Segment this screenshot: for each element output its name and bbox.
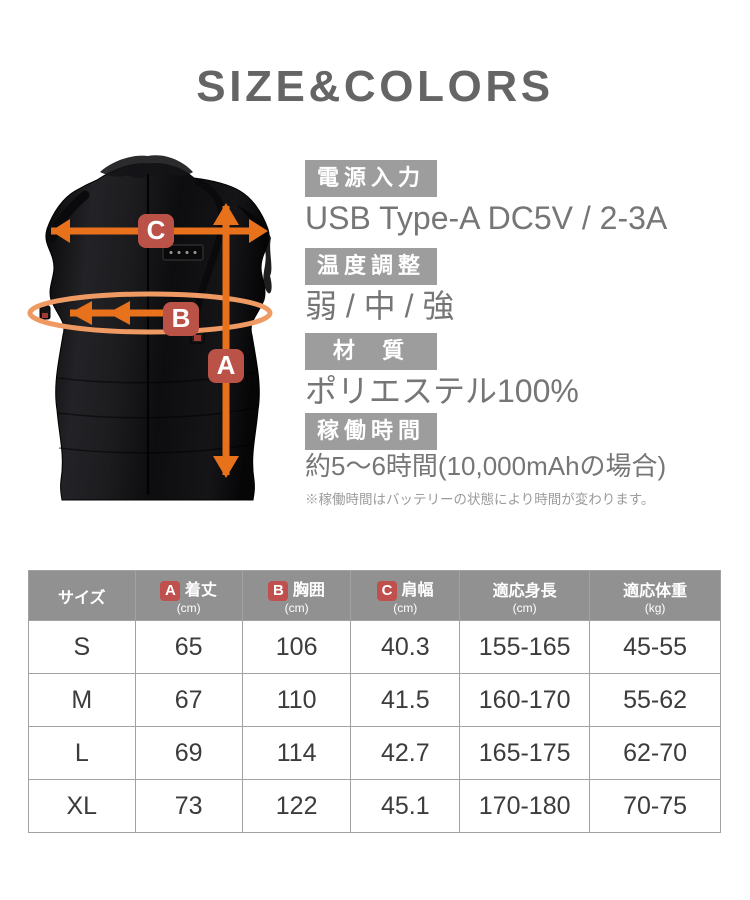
svg-text:C: C [147, 215, 166, 245]
svg-text:A: A [217, 350, 236, 380]
svg-text:B: B [172, 303, 191, 333]
